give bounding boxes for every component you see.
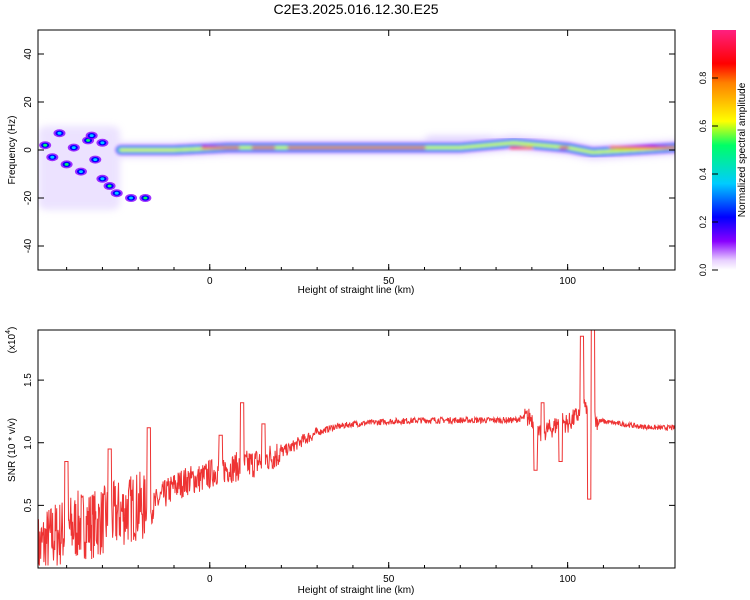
snr-ylabel: SNR (10 * v/v)	[7, 418, 18, 482]
spectrogram-ticks: 0 50 100 -40 -20 0 20 40	[23, 30, 676, 287]
spectrogram-ytick-label: -20	[23, 190, 34, 205]
snr-panel: 0 50 100 0.5 1.0 1.5 Height of straight line …	[5, 327, 676, 596]
spectrogram-heatmap	[38, 126, 675, 210]
snr-ticks: 0 50 100 0.5 1.0 1.5	[23, 330, 676, 585]
spectrogram-blob-core	[93, 158, 98, 162]
snr-xtick-label: 100	[559, 574, 576, 585]
spectrogram-xlabel: Height of straight line (km)	[298, 285, 415, 296]
spectrogram-panel: 0 50 100 -40 -20 0 20 40 Height of straight lin…	[7, 29, 676, 296]
spectrogram-blob-core	[50, 155, 55, 159]
spectrogram-blob-core	[129, 196, 134, 200]
spectrogram-scatter	[39, 129, 152, 202]
spectrogram-blob-core	[64, 163, 69, 166]
snr-xlabel: Height of straight line (km)	[298, 585, 415, 596]
spectrogram-blob-core	[143, 196, 148, 200]
spectrogram-blob-core	[78, 170, 83, 174]
snr-xtick-label: 50	[383, 574, 395, 585]
spectrogram-blob-core	[57, 131, 62, 135]
spectrogram-blob-core	[43, 143, 48, 147]
spectrogram-ytick-label: 40	[23, 48, 34, 60]
spectrogram-xtick-label: 0	[207, 276, 213, 287]
spectrogram-xtick-label: 50	[383, 276, 395, 287]
figure-title: C2E3.2025.016.12.30.E25	[273, 1, 438, 17]
snr-frame	[37, 329, 676, 569]
spectrogram-ridge	[115, 138, 675, 157]
colorbar-tick-label: 0.4	[698, 168, 708, 181]
snr-xtick-label: 0	[207, 574, 213, 585]
snr-multiplier-prefix: (x10	[7, 333, 18, 353]
spectrogram-blob-core	[86, 139, 91, 142]
spectrogram-blob-core	[114, 191, 119, 195]
colorbar-ticks: 0.0 0.2 0.4 0.6 0.8	[698, 72, 718, 277]
spectrogram-blob-core	[89, 134, 94, 138]
spectrogram-ytick-label: 0	[23, 147, 34, 153]
snr-multiplier-exp: 4	[5, 330, 12, 334]
svg-text:(x104): (x104)	[5, 327, 18, 354]
colorbar-tick-label: 0.2	[698, 216, 708, 229]
colorbar-tick-label: 0.8	[698, 72, 708, 85]
spectrogram-ylabel: Frequency (Hz)	[7, 116, 18, 185]
snr-ytick-label: 0.5	[23, 498, 34, 512]
colorbar-gradient	[712, 30, 736, 270]
colorbar: 0.0 0.2 0.4 0.6 0.8 Normalized spectral ampl…	[698, 30, 748, 276]
spectrogram-blob-core	[71, 146, 76, 150]
snr-multiplier-close: )	[7, 327, 18, 330]
snr-ytick-label: 1.5	[23, 373, 34, 387]
colorbar-tick-label: 0.0	[698, 264, 708, 277]
spectrogram-xtick-label: 100	[559, 276, 576, 287]
spectrogram-blob-core	[100, 141, 105, 145]
snr-series-line	[38, 330, 675, 566]
colorbar-tick-label: 0.6	[698, 120, 708, 133]
colorbar-label: Normalized spectral amplitude	[737, 82, 748, 217]
spectrogram-blob-core	[107, 184, 112, 188]
spectrogram-ytick-label: 20	[23, 96, 34, 108]
snr-ytick-label: 1.0	[23, 435, 34, 449]
snr-multiplier: (x104)	[5, 327, 18, 354]
spectrogram-blob-core	[100, 177, 105, 181]
spectrogram-ytick-label: -40	[23, 238, 34, 253]
